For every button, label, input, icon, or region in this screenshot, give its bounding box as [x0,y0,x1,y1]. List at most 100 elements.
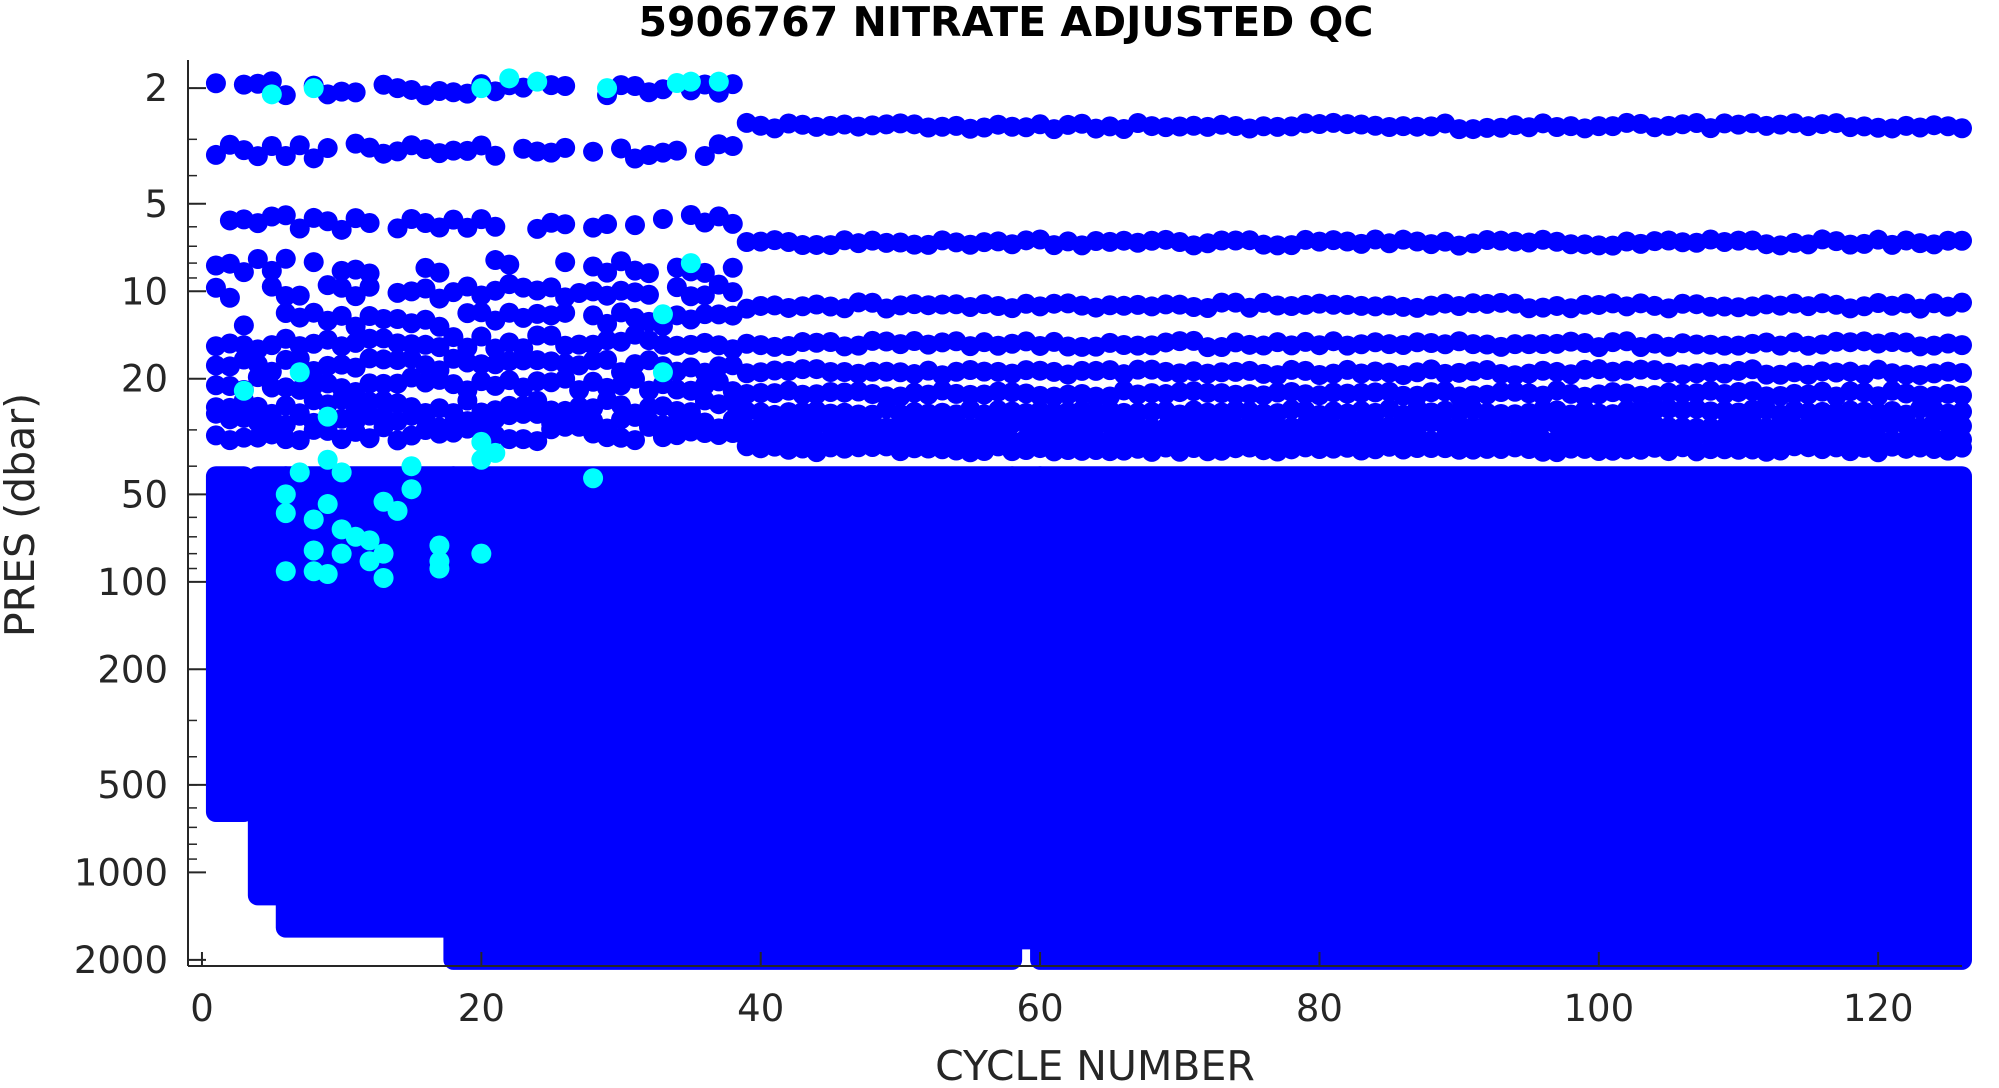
plot-area [205,68,1972,970]
flagged-data-point [652,362,673,383]
data-point [443,140,464,161]
data-point [1952,292,1972,313]
flagged-data-point [303,540,324,561]
data-point [303,148,324,169]
data-point [555,416,576,437]
flagged-data-point [359,530,380,551]
flagged-data-point [401,479,422,500]
data-point [722,136,743,157]
profile-band-3 [443,466,1023,970]
data-point [1449,119,1470,140]
data-point [666,140,687,161]
flagged-data-point [401,456,422,477]
flagged-data-point [289,362,310,383]
data-point [233,315,254,336]
flagged-data-point [317,494,338,515]
data-point [597,349,618,370]
data-point [471,135,492,156]
data-point [876,361,897,382]
data-point [1742,399,1763,420]
data-point [499,429,520,450]
flagged-data-point [429,535,450,556]
flagged-data-point [303,78,324,99]
data-point [373,308,394,329]
y-tick-label: 200 [97,648,168,691]
data-point [1532,441,1553,462]
data-point [1560,438,1581,459]
data-point [1616,439,1637,460]
data-point [932,294,953,315]
flagged-data-point [708,71,729,92]
data-point [1952,230,1972,251]
data-point [1267,295,1288,316]
data-point [736,231,757,252]
data-point [1518,334,1539,355]
data-point [1672,293,1693,314]
data-point [499,254,520,275]
data-point [1323,294,1344,315]
flagged-data-point [597,78,618,99]
data-point [555,214,576,235]
y-tick-label: 50 [121,473,168,516]
y-tick-label: 5 [144,183,168,226]
data-point [1211,362,1232,383]
data-point [652,208,673,229]
data-point [289,430,310,451]
data-point [555,252,576,273]
flagged-data-point [471,431,492,452]
flagged-data-point [527,71,548,92]
data-point [1938,230,1959,251]
data-point [974,361,995,382]
x-tick-label: 120 [1843,987,1914,1030]
data-point [1952,118,1972,139]
data-point [205,277,226,298]
data-point [904,438,925,459]
data-point [443,327,464,348]
data-point [247,146,268,167]
data-point [1337,114,1358,135]
data-point [862,436,883,457]
flagged-data-point [317,564,338,585]
data-point [694,145,715,166]
data-point [471,326,492,347]
data-point [583,141,604,162]
data-point [373,373,394,394]
data-point [387,218,408,239]
data-point [555,137,576,158]
data-point [1127,335,1148,356]
flagged-data-point [233,380,254,401]
data-point [1225,230,1246,251]
data-point [289,285,310,306]
data-point [429,262,450,283]
data-point [1309,439,1330,460]
y-tick-label: 100 [97,561,168,604]
data-point [345,82,366,103]
data-point [1393,116,1414,137]
data-point [722,213,743,234]
data-point [1616,400,1637,421]
data-point [1197,382,1218,403]
data-point [569,334,590,355]
data-point [1505,334,1526,355]
axes: 0 20 40 60 80 100 120 2 5 10 20 50 100 200 500 1000 2000 [74,60,1962,1030]
data-point [1225,384,1246,405]
data-point [806,234,827,255]
data-point [1728,439,1749,460]
data-point [261,276,282,297]
data-point [1058,336,1079,357]
data-point [1896,364,1917,385]
flagged-data-point [373,567,394,588]
data-point [1588,116,1609,137]
data-point [289,135,310,156]
data-point [1882,331,1903,352]
data-point [1113,335,1134,356]
profile-band-2 [275,466,464,938]
data-point [1463,334,1484,355]
flagged-data-point [471,449,492,470]
data-point [1071,360,1092,381]
data-point [1532,334,1553,355]
data-point [1071,336,1092,357]
data-point [1491,403,1512,424]
